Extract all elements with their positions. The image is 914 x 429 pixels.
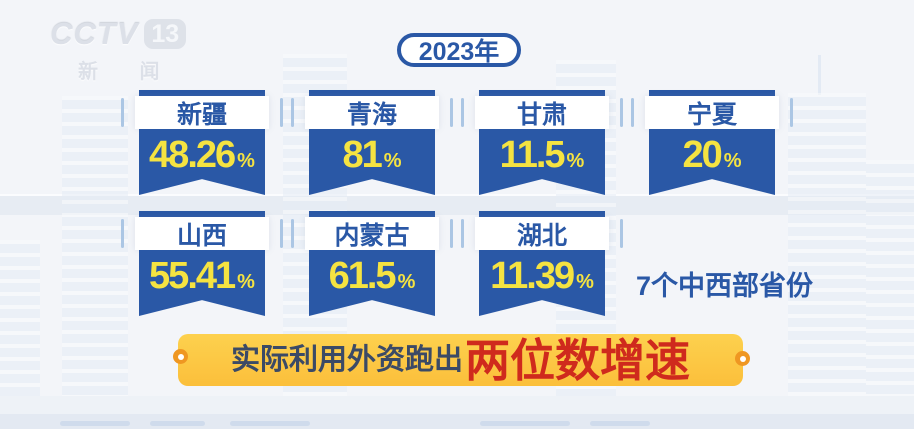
value-digits: 55.41 (149, 255, 236, 297)
percent-sign: % (237, 271, 255, 293)
road-dash (590, 421, 650, 426)
percent-sign: % (576, 271, 594, 293)
percent-value: 81 % (342, 136, 401, 174)
cctv13-logo: CCTV 13 新 闻 (50, 16, 187, 84)
ribbon-dot-right (735, 351, 750, 366)
card-ribbon-body: 61.5 % (309, 250, 435, 316)
road-dash (230, 421, 310, 426)
year-badge: 2023年 (397, 33, 521, 67)
antenna (818, 55, 821, 95)
background-band (0, 194, 914, 215)
percent-value: 20 % (682, 136, 741, 174)
skyline-building (62, 96, 128, 396)
percent-value: 11.5 % (500, 136, 585, 174)
road-dash (60, 421, 130, 426)
card-ribbon-body: 11.39 % (479, 250, 605, 316)
percent-sign: % (723, 150, 742, 172)
province-name: 新疆 (121, 96, 283, 129)
ribbon-dot-left (173, 349, 188, 364)
province-name: 内蒙古 (291, 217, 453, 250)
card-ribbon-body: 48.26 % (139, 129, 265, 195)
value-digits: 61.5 (328, 255, 397, 297)
value-digits: 20 (682, 134, 722, 176)
background-band (0, 414, 914, 429)
card-top-bar (479, 211, 605, 217)
road-dash (480, 421, 570, 426)
province-card-qinghai: 青海 81 % (291, 90, 453, 195)
province-name: 甘肃 (461, 96, 623, 129)
value-digits: 81 (342, 134, 382, 176)
group-note: 7个中西部省份 (636, 271, 814, 301)
card-top-bar (309, 90, 435, 96)
percent-value: 55.41 % (149, 257, 255, 295)
background-band (0, 396, 914, 414)
province-name: 湖北 (461, 217, 623, 250)
percent-sign: % (397, 271, 416, 293)
percent-value: 61.5 % (329, 257, 416, 295)
road-dash (150, 421, 205, 426)
province-card-ningxia: 宁夏 20 % (631, 90, 793, 195)
percent-sign: % (237, 150, 255, 172)
headline-prefix: 实际利用外资跑出 (230, 343, 463, 376)
percent-sign: % (566, 150, 585, 172)
province-card-xinjiang: 新疆 48.26 % (121, 90, 283, 195)
card-top-bar (139, 211, 265, 217)
skyline-building (866, 160, 914, 396)
news-subtitle-text: 新 闻 (78, 61, 178, 83)
province-name: 宁夏 (631, 96, 793, 129)
card-ribbon-body: 81 % (309, 129, 435, 195)
headline-banner: 实际利用外资跑出 两位数增速 (173, 334, 750, 386)
card-top-bar (649, 90, 775, 96)
percent-sign: % (383, 150, 402, 172)
province-name: 山西 (121, 217, 283, 250)
percent-value: 48.26 % (149, 136, 255, 174)
card-ribbon-body: 55.41 % (139, 250, 265, 316)
card-top-bar (139, 90, 265, 96)
card-ribbon-body: 20 % (649, 129, 775, 195)
skyline-building (0, 240, 40, 396)
card-ribbon-body: 11.5 % (479, 129, 605, 195)
card-top-bar (309, 211, 435, 217)
value-digits: 11.5 (499, 134, 566, 176)
card-top-bar (479, 90, 605, 96)
percent-value: 11.39 % (490, 257, 594, 295)
province-name: 青海 (291, 96, 453, 129)
province-card-shanxi: 山西 55.41 % (121, 211, 283, 316)
value-digits: 11.39 (490, 255, 575, 297)
province-card-neimenggu: 内蒙古 61.5 % (291, 211, 453, 316)
cctv13-logo-row: CCTV 13 (50, 16, 187, 52)
channel-13-badge: 13 (144, 19, 187, 49)
province-card-gansu: 甘肃 11.5 % (461, 90, 623, 195)
province-card-hubei: 湖北 11.39 % (461, 211, 623, 316)
cctv-brand-text: CCTV (50, 16, 139, 51)
headline-highlight: 两位数增速 (465, 334, 691, 386)
value-digits: 48.26 (149, 134, 236, 176)
skyline-building (788, 93, 866, 396)
